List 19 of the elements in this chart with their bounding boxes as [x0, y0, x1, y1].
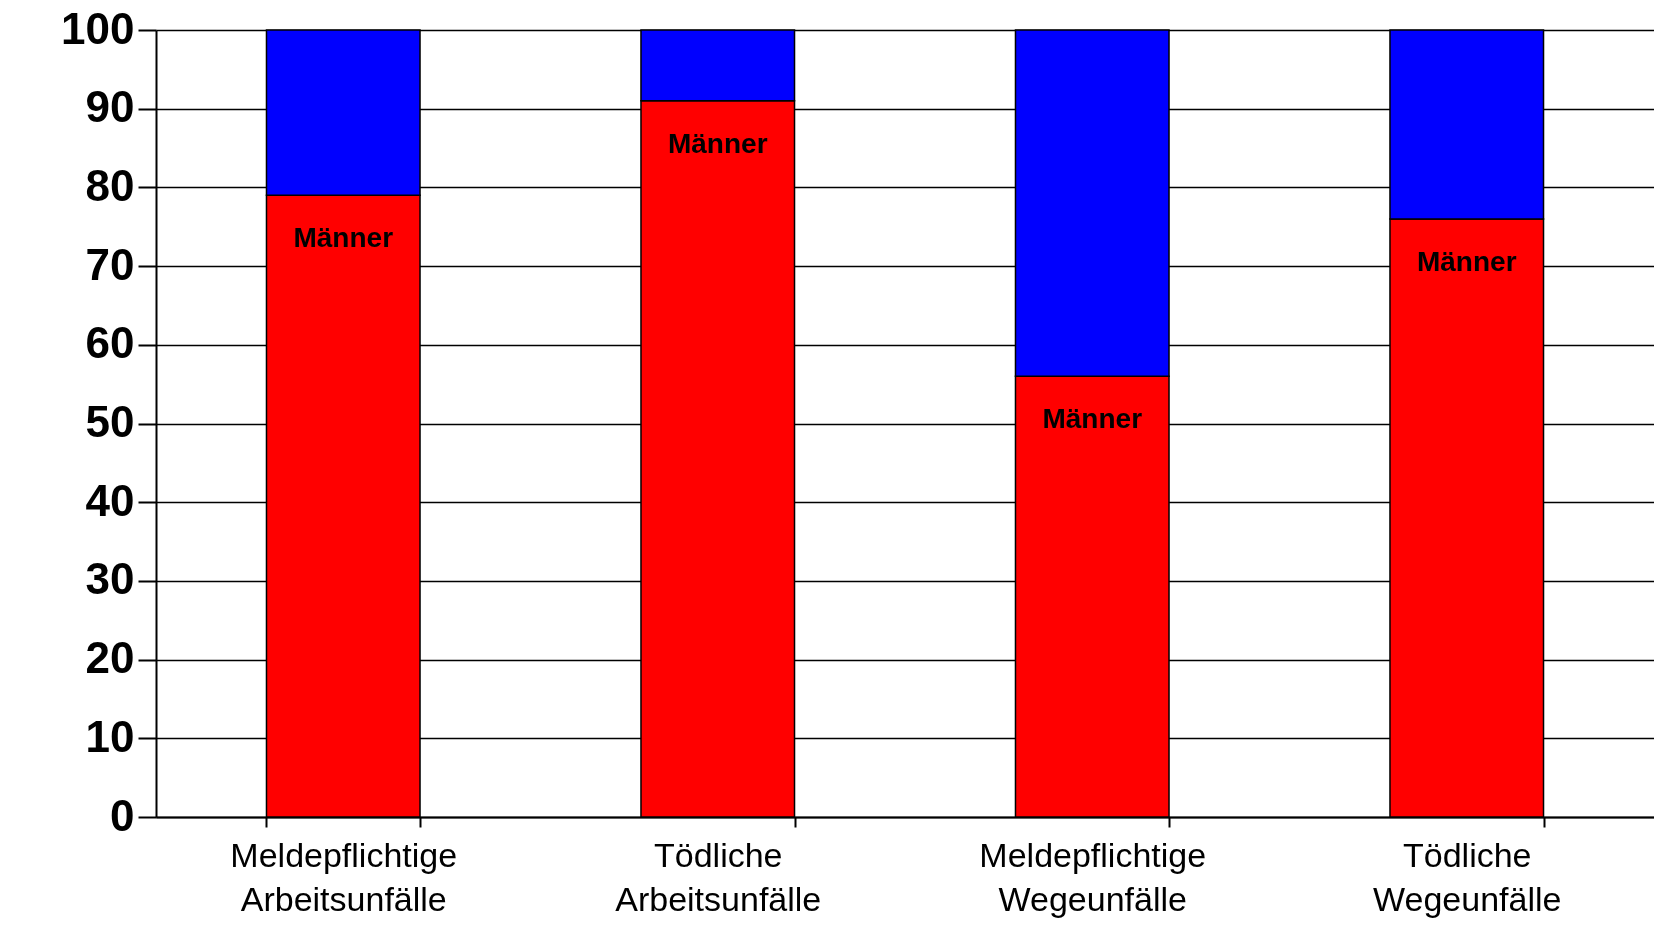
y-tick-label: 100 — [61, 3, 135, 53]
x-tick-label: Meldepflichtige Wegeunfälle — [979, 835, 1207, 918]
y-tick-label: 90 — [85, 82, 135, 132]
y-tick-label: 60 — [85, 318, 135, 368]
text: Männer — [1416, 245, 1517, 277]
series-label: Männer — [293, 222, 394, 254]
y-tick-label: 0 — [110, 790, 135, 840]
text: Männer — [1042, 403, 1143, 435]
x-tick-label: Tödliche Wegeunfälle — [1373, 835, 1562, 918]
x-tick-label: Meldepflichtige Arbeitsunfälle — [230, 835, 458, 918]
y-tick-label: 20 — [85, 633, 135, 683]
y-tick-label: 50 — [85, 397, 135, 446]
y-tick-label: 10 — [85, 711, 135, 761]
y-tick-label: 40 — [85, 475, 135, 525]
x-tick-label: Tödliche Arbeitsunfälle — [615, 835, 822, 918]
text: Männer — [667, 127, 768, 159]
y-tick-label: 70 — [85, 239, 135, 289]
y-tick-label: 30 — [85, 554, 135, 604]
y-tick-label: 80 — [85, 160, 135, 210]
